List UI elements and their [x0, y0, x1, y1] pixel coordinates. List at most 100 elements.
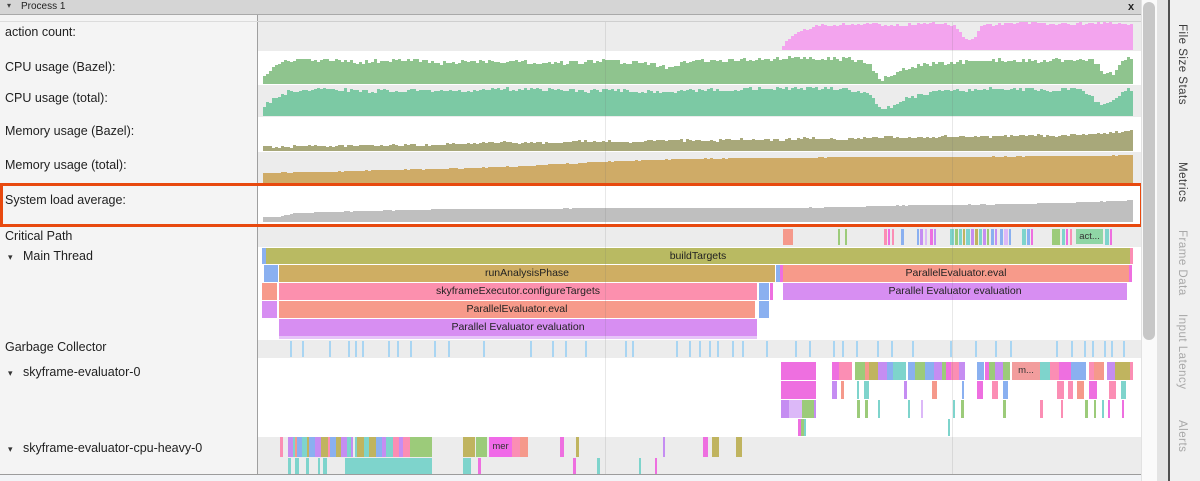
trace-slice[interactable]: skyframeExecutor.configureTargets: [279, 283, 757, 300]
trace-tick[interactable]: [397, 341, 399, 357]
trace-tick[interactable]: [766, 341, 768, 357]
tab-metrics[interactable]: Metrics: [1176, 162, 1188, 203]
trace-slice[interactable]: [1130, 248, 1133, 264]
labeled-slice-chip[interactable]: act...: [1076, 229, 1103, 244]
trace-slice[interactable]: [1040, 362, 1050, 380]
trace-tick[interactable]: [1010, 341, 1012, 357]
critical-path-tick[interactable]: [971, 229, 974, 245]
critical-path-tick[interactable]: [925, 229, 927, 245]
tab-file-size-stats[interactable]: File Size Stats: [1176, 24, 1188, 105]
trace-slice[interactable]: [355, 437, 357, 457]
trace-slice[interactable]: [839, 362, 852, 380]
trace-tick[interactable]: [953, 400, 955, 418]
trace-tick[interactable]: [995, 341, 997, 357]
trace-slice[interactable]: [770, 283, 773, 300]
trace-tick[interactable]: [712, 437, 719, 457]
trace-tick[interactable]: [306, 458, 309, 474]
trace-tick[interactable]: [434, 341, 436, 357]
critical-path-tick[interactable]: [845, 229, 847, 245]
trace-slice[interactable]: [369, 437, 376, 457]
collapse-arrow-icon[interactable]: ▾: [8, 444, 13, 454]
metric-chart[interactable]: [258, 152, 1141, 186]
track-label-skyframe-evaluator-0[interactable]: skyframe-evaluator-0: [23, 365, 141, 379]
trace-slice[interactable]: [341, 437, 347, 457]
trace-tick[interactable]: [290, 341, 292, 357]
trace-slice[interactable]: [855, 362, 865, 380]
trace-tick[interactable]: [318, 458, 320, 474]
trace-slice[interactable]: [393, 437, 399, 457]
trace-tick[interactable]: [904, 381, 907, 399]
trace-slice[interactable]: [948, 419, 950, 436]
trace-tick[interactable]: [877, 341, 879, 357]
trace-slice[interactable]: [1050, 362, 1059, 380]
critical-path-tick[interactable]: [1110, 229, 1112, 245]
trace-tick[interactable]: [448, 341, 450, 357]
critical-path-tick[interactable]: [995, 229, 997, 245]
close-icon[interactable]: x: [1127, 1, 1135, 13]
trace-tick[interactable]: [655, 458, 657, 474]
trace-tick[interactable]: [625, 341, 627, 357]
critical-path-tick[interactable]: [979, 229, 982, 245]
trace-slice[interactable]: [330, 437, 336, 457]
trace-slice[interactable]: [781, 400, 789, 418]
trace-slice[interactable]: [934, 362, 942, 380]
trace-tick[interactable]: [795, 341, 797, 357]
trace-tick[interactable]: [1108, 400, 1110, 418]
trace-tick[interactable]: [576, 437, 579, 457]
trace-slice[interactable]: [262, 283, 277, 300]
trace-tick[interactable]: [842, 341, 844, 357]
critical-path-tick[interactable]: [1105, 229, 1109, 245]
critical-path-tick[interactable]: [1000, 229, 1003, 245]
trace-slice[interactable]: [946, 362, 951, 380]
critical-path-tick[interactable]: [838, 229, 840, 245]
trace-slice[interactable]: [791, 381, 803, 399]
trace-slice[interactable]: [951, 362, 959, 380]
trace-tick[interactable]: [865, 400, 868, 418]
trace-slice[interactable]: [803, 381, 816, 399]
trace-tick[interactable]: [975, 341, 977, 357]
trace-slice[interactable]: [410, 437, 432, 457]
critical-path-tick[interactable]: [950, 229, 954, 245]
trace-tick[interactable]: [288, 458, 291, 474]
trace-tick[interactable]: [736, 437, 742, 457]
trace-tick[interactable]: [1071, 341, 1073, 357]
trace-tick[interactable]: [552, 341, 554, 357]
trace-slice[interactable]: [364, 437, 369, 457]
trace-slice[interactable]: [279, 336, 757, 339]
trace-tick[interactable]: [841, 381, 844, 399]
trace-slice[interactable]: [297, 437, 302, 457]
trace-slice[interactable]: [262, 301, 277, 318]
critical-path-tick[interactable]: [955, 229, 958, 245]
trace-tick[interactable]: [1061, 400, 1063, 418]
trace-tick[interactable]: [1084, 341, 1086, 357]
trace-slice[interactable]: [942, 362, 946, 380]
trace-tick[interactable]: [921, 400, 923, 418]
trace-tick[interactable]: [1003, 381, 1008, 399]
trace-slice[interactable]: [399, 437, 403, 457]
trace-tick[interactable]: [1094, 400, 1096, 418]
trace-slice[interactable]: [814, 400, 816, 418]
critical-path-tick[interactable]: [1004, 229, 1008, 245]
trace-slice[interactable]: [811, 362, 816, 380]
critical-path-tick[interactable]: [934, 229, 936, 245]
trace-slice[interactable]: [262, 248, 266, 264]
trace-slice[interactable]: [463, 437, 475, 457]
trace-tick[interactable]: [1092, 341, 1094, 357]
trace-slice[interactable]: [512, 437, 520, 457]
trace-tick[interactable]: [565, 341, 567, 357]
trace-slice[interactable]: [315, 437, 321, 457]
trace-tick[interactable]: [302, 341, 304, 357]
trace-tick[interactable]: [891, 341, 893, 357]
trace-slice[interactable]: Parallel Evaluator evaluation: [279, 319, 757, 336]
trace-slice[interactable]: [476, 437, 487, 457]
trace-slice[interactable]: [382, 437, 386, 457]
trace-slice[interactable]: [1094, 362, 1104, 380]
trace-tick[interactable]: [329, 341, 331, 357]
trace-tick[interactable]: [703, 437, 708, 457]
critical-path-tick[interactable]: [966, 229, 970, 245]
trace-tick[interactable]: [348, 341, 350, 357]
timeline-ruler[interactable]: [258, 15, 1141, 22]
labeled-slice-chip[interactable]: mer: [489, 437, 512, 457]
trace-tick[interactable]: [977, 381, 983, 399]
trace-slice[interactable]: [878, 362, 887, 380]
